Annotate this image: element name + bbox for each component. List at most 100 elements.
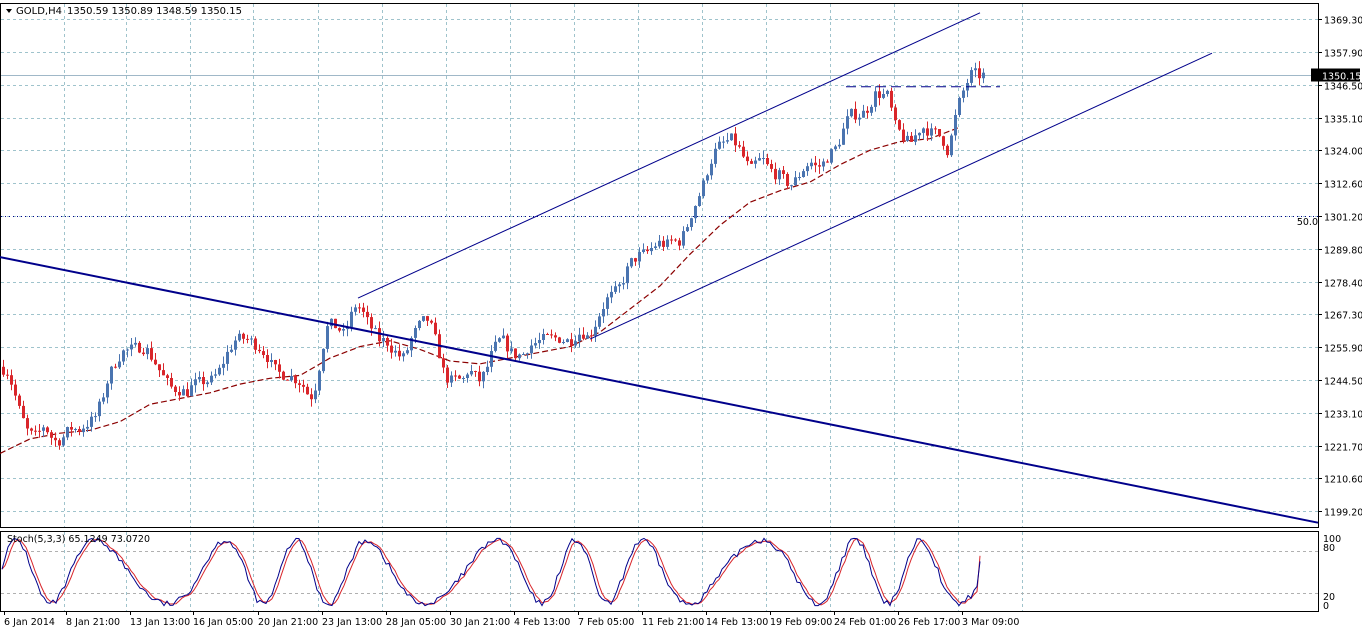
candle <box>982 68 985 84</box>
candle <box>346 320 349 337</box>
candle-body <box>826 161 829 163</box>
candle <box>622 276 625 290</box>
dropdown-icon[interactable] <box>6 9 12 13</box>
candle-body <box>234 340 237 350</box>
candle-body <box>138 342 141 353</box>
main-plot-frame <box>0 3 1319 528</box>
candle-body <box>374 328 377 330</box>
candle <box>30 427 33 435</box>
candle-body <box>782 170 785 174</box>
candle-body <box>506 335 509 352</box>
candle-body <box>270 360 273 362</box>
candle <box>98 398 101 422</box>
candle <box>534 337 537 349</box>
candle <box>270 353 273 368</box>
candle <box>706 173 709 184</box>
candle <box>218 364 221 376</box>
y-tick-label: 1289.80 <box>1324 246 1362 257</box>
candle <box>154 353 157 366</box>
candle <box>854 101 857 124</box>
stoch-level-20: 20 <box>1323 592 1335 603</box>
candle-body <box>746 156 749 162</box>
candle-body <box>446 367 449 383</box>
candle-body <box>698 196 701 206</box>
candle-body <box>662 240 665 247</box>
candle-body <box>626 266 629 284</box>
candle <box>822 158 825 172</box>
candle <box>554 332 557 342</box>
candle <box>770 159 773 173</box>
candle <box>58 438 61 450</box>
candle-body <box>682 231 685 246</box>
candle <box>566 338 569 343</box>
candle <box>494 335 497 353</box>
candle <box>102 393 105 405</box>
candle-body <box>382 338 385 342</box>
candle-body <box>598 316 601 327</box>
candle-body <box>290 376 293 381</box>
candle <box>498 337 501 343</box>
candle <box>462 376 465 383</box>
candle <box>130 338 133 357</box>
candle-body <box>710 163 713 176</box>
candle <box>694 205 697 223</box>
candle-body <box>142 352 145 355</box>
candle <box>174 385 177 397</box>
candle-body <box>886 90 889 94</box>
candle <box>42 424 45 438</box>
candle <box>286 379 289 381</box>
candle-body <box>398 350 401 357</box>
candle <box>66 426 69 441</box>
candle <box>646 246 649 254</box>
candle-body <box>646 249 649 252</box>
candle-body <box>906 135 909 141</box>
candle-body <box>818 165 821 167</box>
candle <box>650 242 653 255</box>
candle-body <box>842 128 845 145</box>
candle-body <box>490 351 493 367</box>
candle <box>898 119 901 131</box>
candle <box>642 243 645 254</box>
trendlines <box>0 12 1319 524</box>
candle <box>818 158 821 174</box>
candle <box>470 364 473 377</box>
candle-body <box>898 120 901 130</box>
x-tick-label: 26 Feb 17:00 <box>898 617 960 628</box>
candle-body <box>522 354 525 355</box>
candle <box>438 329 441 359</box>
candle-body <box>562 342 565 343</box>
candle <box>538 332 541 349</box>
candle <box>950 133 953 157</box>
candle <box>490 345 493 373</box>
chart-header: GOLD,H4 1350.59 1350.89 1348.59 1350.15 <box>6 6 242 17</box>
candle-body <box>706 175 709 181</box>
candle <box>394 345 397 357</box>
candle-body <box>370 317 373 329</box>
candle <box>514 348 517 362</box>
candle-body <box>862 110 865 118</box>
candle <box>874 86 877 112</box>
x-tick-label: 19 Feb 09:00 <box>770 617 832 628</box>
candle <box>170 372 173 389</box>
candle-body <box>258 349 261 352</box>
candle <box>562 339 565 345</box>
candle <box>546 332 549 335</box>
candle-body <box>958 97 961 115</box>
candle <box>258 344 261 354</box>
candle <box>746 151 749 166</box>
candle-body <box>734 133 737 146</box>
candle-body <box>606 297 609 309</box>
candle-body <box>518 354 521 359</box>
candle-body <box>94 416 97 418</box>
candle-body <box>758 158 761 161</box>
candle <box>282 370 285 381</box>
candle <box>886 89 889 97</box>
candle <box>674 238 677 242</box>
candle-body <box>494 341 497 351</box>
candle-body <box>294 376 297 384</box>
candle <box>698 192 701 207</box>
candle-body <box>130 344 133 350</box>
candle <box>742 140 745 158</box>
candle-body <box>198 377 201 380</box>
